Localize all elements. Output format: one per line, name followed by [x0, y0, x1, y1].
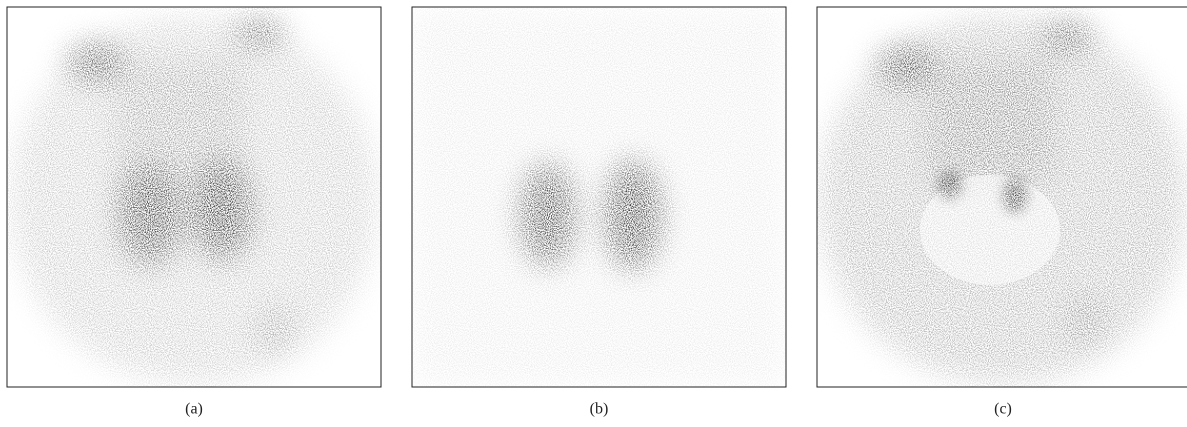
panel-c-image	[818, 15, 1187, 385]
panel-label: (a)	[185, 401, 203, 418]
panel-b-image	[412, 7, 786, 387]
page: (a) (b) (c) (() => { const data = JSON.p…	[0, 0, 1187, 427]
figure: (a) (b) (c)	[0, 0, 1187, 427]
panel-label: (c)	[994, 401, 1012, 418]
panel-label: (b)	[590, 401, 609, 418]
panel-a-image	[9, 15, 379, 385]
